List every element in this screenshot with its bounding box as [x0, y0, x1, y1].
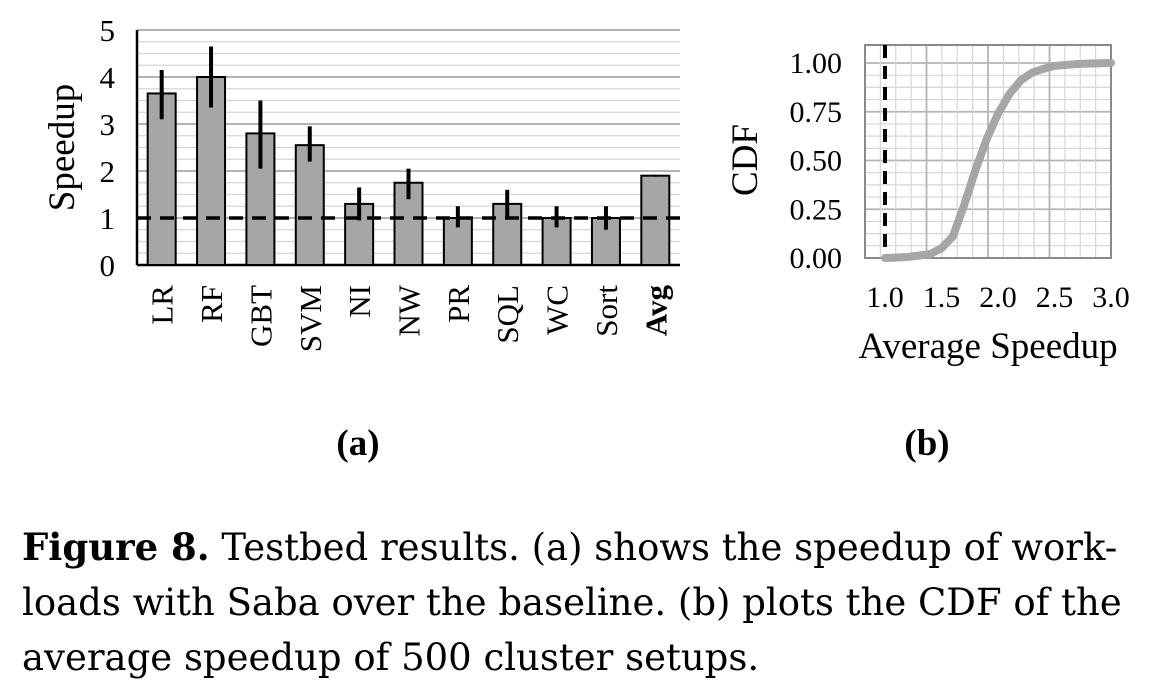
x-tick-label: SVM	[293, 285, 328, 352]
y-tick-label: 0.25	[790, 193, 843, 226]
y-tick-label: 2	[100, 154, 116, 189]
x-tick-label: PR	[441, 285, 476, 323]
y-axis-label: Speedup	[42, 84, 83, 211]
bar	[640, 174, 671, 266]
y-tick-label: 1	[100, 201, 116, 236]
bar	[146, 92, 177, 266]
y-tick-label: 0	[100, 248, 116, 283]
panel-label: (b)	[904, 423, 949, 464]
y-tick-label: 0.75	[790, 96, 843, 129]
panel-a-bar-chart: 0 1 2 3 4 5 Speedup LR RF GBT SVM NI NW PR SQL WC Sort Av…	[42, 13, 680, 464]
x-tick-label: 2.0	[979, 281, 1017, 314]
plot-frame	[864, 44, 1112, 259]
x-tick-label: 2.5	[1036, 281, 1074, 314]
y-tick-label: 0.00	[790, 242, 843, 275]
x-tick-label: 1.5	[923, 281, 961, 314]
bar	[196, 76, 227, 266]
x-tick-label: 3.0	[1092, 281, 1130, 314]
panel-label: (a)	[336, 423, 379, 464]
x-tick-label: 1.0	[866, 281, 904, 314]
x-tick-label: NI	[342, 285, 377, 318]
x-tick-label: RF	[194, 285, 229, 323]
y-tick-label: 5	[100, 13, 116, 48]
x-tick-label: SQL	[490, 285, 525, 344]
y-tick-label: 1.00	[790, 47, 843, 80]
figure-caption: Figure 8. Testbed results. (a) shows the…	[22, 520, 1147, 685]
cdf-line	[881, 59, 1115, 262]
x-axis-label: Average Speedup	[858, 326, 1117, 367]
caption-text: Testbed results. (a) shows the speedup o…	[22, 526, 1122, 679]
x-tick-label: Sort	[589, 285, 624, 337]
figure: 0 1 2 3 4 5 Speedup LR RF GBT SVM NI NW PR SQL WC Sort Av…	[42, 13, 1130, 464]
y-tick-label: 4	[100, 60, 116, 95]
x-tick-label: WC	[540, 285, 575, 335]
panel-b-cdf-chart: 0.00 0.25 0.50 0.75 1.00 1.0 1.5 2.0 2.5 3.0 Avera…	[725, 44, 1130, 464]
x-tick-label: NW	[392, 284, 427, 336]
x-tick-label: GBT	[243, 285, 278, 347]
y-tick-label: 3	[100, 107, 116, 142]
y-axis-label: CDF	[725, 124, 766, 196]
x-tick-label: LR	[145, 285, 180, 325]
y-tick-label: 0.50	[790, 145, 843, 178]
bar	[294, 144, 325, 266]
caption-lead: Figure 8.	[22, 525, 210, 569]
x-tick-label: Avg	[638, 285, 673, 337]
